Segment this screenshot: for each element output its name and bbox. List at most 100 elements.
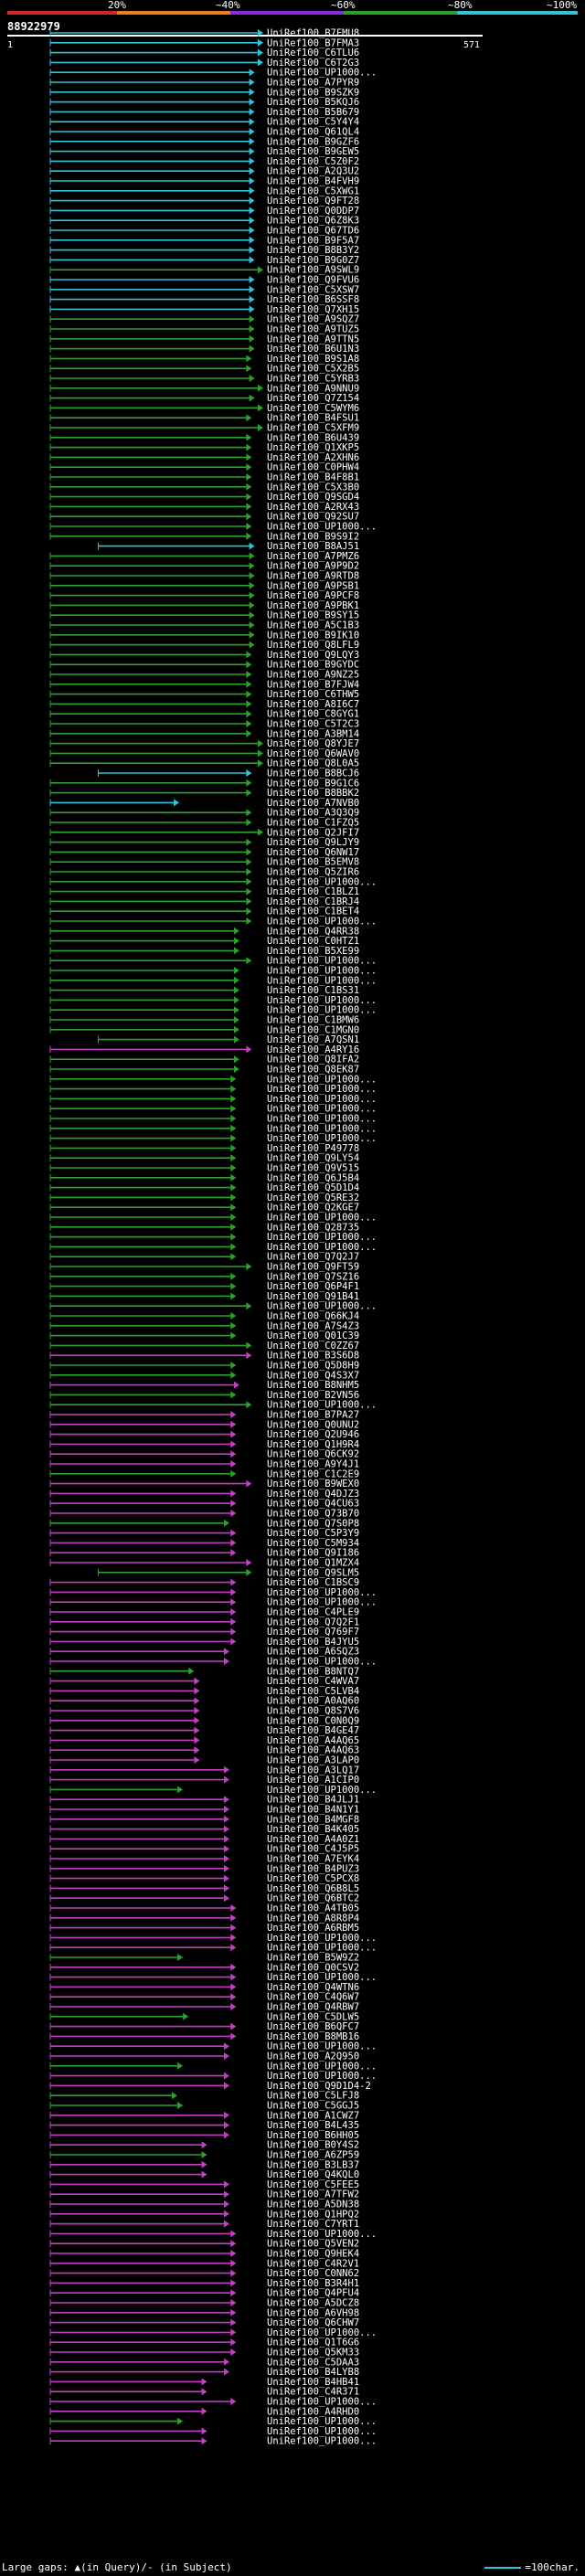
hit-label[interactable]: UniRef100_C5PCX8 <box>267 1873 359 1884</box>
hit-label[interactable]: UniRef100_Q01C39 <box>267 1330 359 1341</box>
hit-label[interactable]: UniRef100_Q4WTN6 <box>267 1982 359 1993</box>
hit-label[interactable]: UniRef100_Q9FVU6 <box>267 275 359 286</box>
hit-label[interactable]: UniRef100_B9G0Z7 <box>267 255 359 266</box>
hit-label[interactable]: UniRef100_UP1000... <box>267 1213 377 1224</box>
hit-label[interactable]: UniRef100_Q9LJY9 <box>267 837 359 848</box>
hit-label[interactable]: UniRef100_Q8EK87 <box>267 1065 359 1076</box>
hit-label[interactable]: UniRef100_B8AJ51 <box>267 541 359 552</box>
hit-label[interactable]: UniRef100_UP1000... <box>267 2426 377 2437</box>
hit-label[interactable]: UniRef100_B2VN56 <box>267 1390 359 1401</box>
hit-label[interactable]: UniRef100_A9SWL9 <box>267 265 359 276</box>
hit-label[interactable]: UniRef100_B4MGF8 <box>267 1814 359 1825</box>
hit-label[interactable]: UniRef100_B5XE99 <box>267 946 359 957</box>
hit-label[interactable]: UniRef100_A1CWZ7 <box>267 2110 359 2121</box>
hit-label[interactable]: UniRef100_C6THW5 <box>267 689 359 700</box>
hit-label[interactable]: UniRef100_C6T2G3 <box>267 58 359 69</box>
hit-label[interactable]: UniRef100_A9PSB1 <box>267 580 359 591</box>
hit-label[interactable]: UniRef100_A9PBK1 <box>267 600 359 611</box>
hit-label[interactable]: UniRef100_A5C1B3 <box>267 620 359 631</box>
hit-label[interactable]: UniRef100_C5T2C3 <box>267 719 359 730</box>
hit-label[interactable]: UniRef100_Q67TD6 <box>267 226 359 237</box>
hit-label[interactable]: UniRef100_B5W9Z2 <box>267 1953 359 1964</box>
hit-label[interactable]: UniRef100_A7QSN1 <box>267 1034 359 1045</box>
hit-label[interactable]: UniRef100_Q61QL4 <box>267 127 359 138</box>
hit-label[interactable]: UniRef100_UP1000... <box>267 1972 377 1983</box>
hit-label[interactable]: UniRef100_C1C2E9 <box>267 1468 359 1479</box>
hit-label[interactable]: UniRef100_A3BM14 <box>267 728 359 739</box>
hit-label[interactable]: UniRef100_UP1000... <box>267 956 377 967</box>
hit-label[interactable]: UniRef100_UP1000... <box>267 1232 377 1243</box>
hit-label[interactable]: UniRef100_B5KQJ6 <box>267 97 359 108</box>
hit-label[interactable]: UniRef100_C5XSW7 <box>267 284 359 295</box>
hit-label[interactable]: UniRef100_B9GYDC <box>267 660 359 671</box>
hit-label[interactable]: UniRef100_C4Q6W7 <box>267 1992 359 2003</box>
hit-label[interactable]: UniRef100_Q769F7 <box>267 1627 359 1638</box>
hit-label[interactable]: UniRef100_A2RX43 <box>267 502 359 513</box>
hit-label[interactable]: UniRef100_Q66KJ4 <box>267 1311 359 1322</box>
hit-label[interactable]: UniRef100_C0NN62 <box>267 2268 359 2279</box>
hit-label[interactable]: UniRef100_Q4DJZ3 <box>267 1489 359 1500</box>
hit-label[interactable]: UniRef100_B6HH05 <box>267 2130 359 2141</box>
hit-label[interactable]: UniRef100_A1CIP0 <box>267 1775 359 1786</box>
hit-label[interactable]: UniRef100_A9NZ25 <box>267 670 359 681</box>
hit-label[interactable]: UniRef100_UP1000... <box>267 1005 377 1016</box>
hit-label[interactable]: UniRef100_UP1000... <box>267 1133 377 1144</box>
hit-label[interactable]: UniRef100_Q1MZX4 <box>267 1558 359 1569</box>
hit-label[interactable]: UniRef100_UP1000... <box>267 1943 377 1954</box>
hit-label[interactable]: UniRef100_B4PUZ3 <box>267 1863 359 1874</box>
hit-label[interactable]: UniRef100_A7PMZ6 <box>267 551 359 562</box>
hit-label[interactable]: UniRef100_B9F5A7 <box>267 235 359 246</box>
hit-label[interactable]: UniRef100_B6QFC7 <box>267 2021 359 2032</box>
hit-label[interactable]: UniRef100_B8BBK2 <box>267 788 359 799</box>
hit-label[interactable]: UniRef100_B8NHM5 <box>267 1380 359 1391</box>
hit-label[interactable]: UniRef100_Q91B41 <box>267 1291 359 1302</box>
hit-label[interactable]: UniRef100_A9SQZ7 <box>267 314 359 325</box>
hit-label[interactable]: UniRef100_Q2JFI7 <box>267 827 359 838</box>
hit-label[interactable]: UniRef100_Q7SZ16 <box>267 1271 359 1282</box>
hit-label[interactable]: UniRef100_Q4KQL0 <box>267 2169 359 2180</box>
hit-label[interactable]: UniRef100_Q9I186 <box>267 1548 359 1559</box>
hit-label[interactable]: UniRef100_Q5KM33 <box>267 2348 359 2359</box>
hit-label[interactable]: UniRef100_Q6CHW7 <box>267 2317 359 2328</box>
hit-label[interactable]: UniRef100_C1BLZ1 <box>267 886 359 897</box>
hit-label[interactable]: UniRef100_B4JLJ1 <box>267 1795 359 1806</box>
hit-label[interactable]: UniRef100_A6RBM5 <box>267 1923 359 1934</box>
hit-label[interactable]: UniRef100_UP1000... <box>267 1597 377 1608</box>
hit-label[interactable]: UniRef100_UP1000... <box>267 1657 377 1668</box>
hit-label[interactable]: UniRef100_C1BRJ4 <box>267 896 359 907</box>
hit-label[interactable]: UniRef100_B9SY15 <box>267 610 359 621</box>
hit-label[interactable]: UniRef100_A4TB05 <box>267 1903 359 1914</box>
hit-label[interactable]: UniRef100_UP1000... <box>267 2041 377 2052</box>
hit-label[interactable]: UniRef100_UP1000... <box>267 2229 377 2240</box>
hit-label[interactable]: UniRef100_A3Q3Q9 <box>267 808 359 819</box>
hit-label[interactable]: UniRef100_Q2KGE7 <box>267 1203 359 1214</box>
hit-label[interactable]: UniRef100_Q92SU7 <box>267 512 359 523</box>
hit-label[interactable]: UniRef100_Q5ZIR6 <box>267 867 359 878</box>
hit-label[interactable]: UniRef100_B4HB41 <box>267 2377 359 2388</box>
hit-label[interactable]: UniRef100_Q9V515 <box>267 1163 359 1174</box>
hit-label[interactable]: UniRef100_Q8YJE7 <box>267 738 359 749</box>
hit-label[interactable]: UniRef100_A3LQ17 <box>267 1765 359 1776</box>
hit-label[interactable]: UniRef100_C5FEE5 <box>267 2179 359 2190</box>
hit-label[interactable]: UniRef100_C5DLW5 <box>267 2011 359 2022</box>
hit-label[interactable]: UniRef100_Q5RE32 <box>267 1193 359 1203</box>
hit-label[interactable]: UniRef100_Q6Z8K3 <box>267 216 359 227</box>
hit-label[interactable]: UniRef100_B9GZF6 <box>267 136 359 147</box>
hit-label[interactable]: UniRef100_A0AQ60 <box>267 1696 359 1707</box>
hit-label[interactable]: UniRef100_Q7S0P8 <box>267 1518 359 1529</box>
hit-label[interactable]: UniRef100_Q6B8L5 <box>267 1883 359 1894</box>
hit-label[interactable]: UniRef100_UP1000... <box>267 1400 377 1411</box>
hit-label[interactable]: UniRef100_Q8LFL9 <box>267 640 359 651</box>
hit-label[interactable]: UniRef100_A2Q3U2 <box>267 166 359 177</box>
hit-label[interactable]: UniRef100_Q6P4F1 <box>267 1281 359 1292</box>
hit-label[interactable]: UniRef100_C1MGN0 <box>267 1024 359 1035</box>
hit-label[interactable]: UniRef100_Q6J5B4 <box>267 1172 359 1183</box>
hit-label[interactable]: UniRef100_Q8S7V6 <box>267 1706 359 1717</box>
hit-label[interactable]: UniRef100_C5YRB3 <box>267 374 359 385</box>
hit-label[interactable]: UniRef100_UP1000... <box>267 1785 377 1796</box>
hit-label[interactable]: UniRef100_C4PLE9 <box>267 1607 359 1618</box>
hit-label[interactable]: UniRef100_Q4RBW7 <box>267 2002 359 2013</box>
hit-label[interactable]: UniRef100_B9S9I2 <box>267 531 359 542</box>
hit-label[interactable]: UniRef100_C5LVB4 <box>267 1686 359 1697</box>
hit-label[interactable]: UniRef100_C6TLU6 <box>267 48 359 58</box>
